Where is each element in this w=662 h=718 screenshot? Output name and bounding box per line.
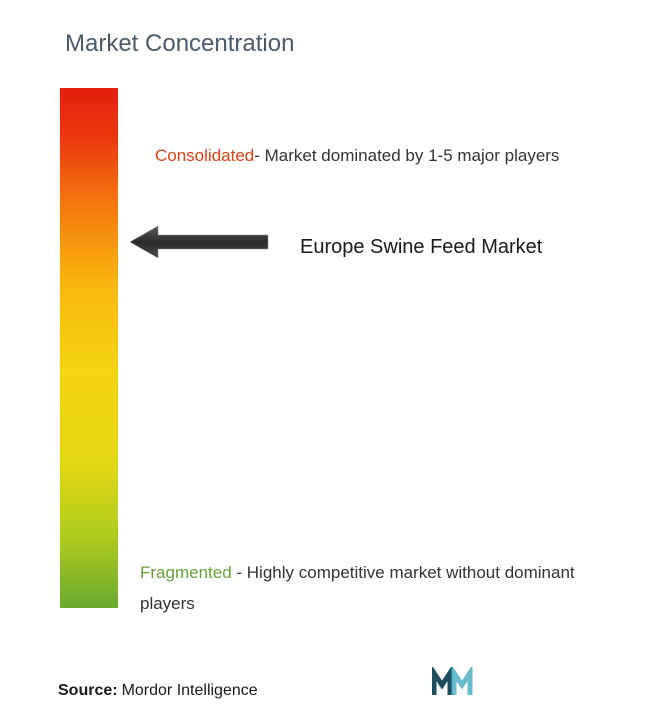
fragmented-description: Fragmented - Highly competitive market w… — [140, 558, 580, 619]
position-arrow — [130, 224, 270, 265]
consolidated-label: Consolidated — [155, 146, 254, 165]
market-name-label: Europe Swine Feed Market — [300, 236, 542, 259]
content-area: Consolidated- Market dominated by 1-5 ma… — [40, 88, 622, 638]
source-label: Source: — [58, 682, 118, 700]
fragmented-label: Fragmented — [140, 563, 232, 582]
source-row: Source: Mordor Intelligence — [58, 682, 618, 700]
mordor-logo-icon — [432, 667, 478, 702]
source-name: Mordor Intelligence — [122, 682, 258, 700]
consolidated-desc-text: - Market dominated by 1-5 major players — [254, 146, 559, 165]
concentration-gradient-bar — [60, 88, 118, 608]
chart-title: Market Concentration — [65, 30, 622, 58]
consolidated-description: Consolidated- Market dominated by 1-5 ma… — [155, 146, 559, 166]
